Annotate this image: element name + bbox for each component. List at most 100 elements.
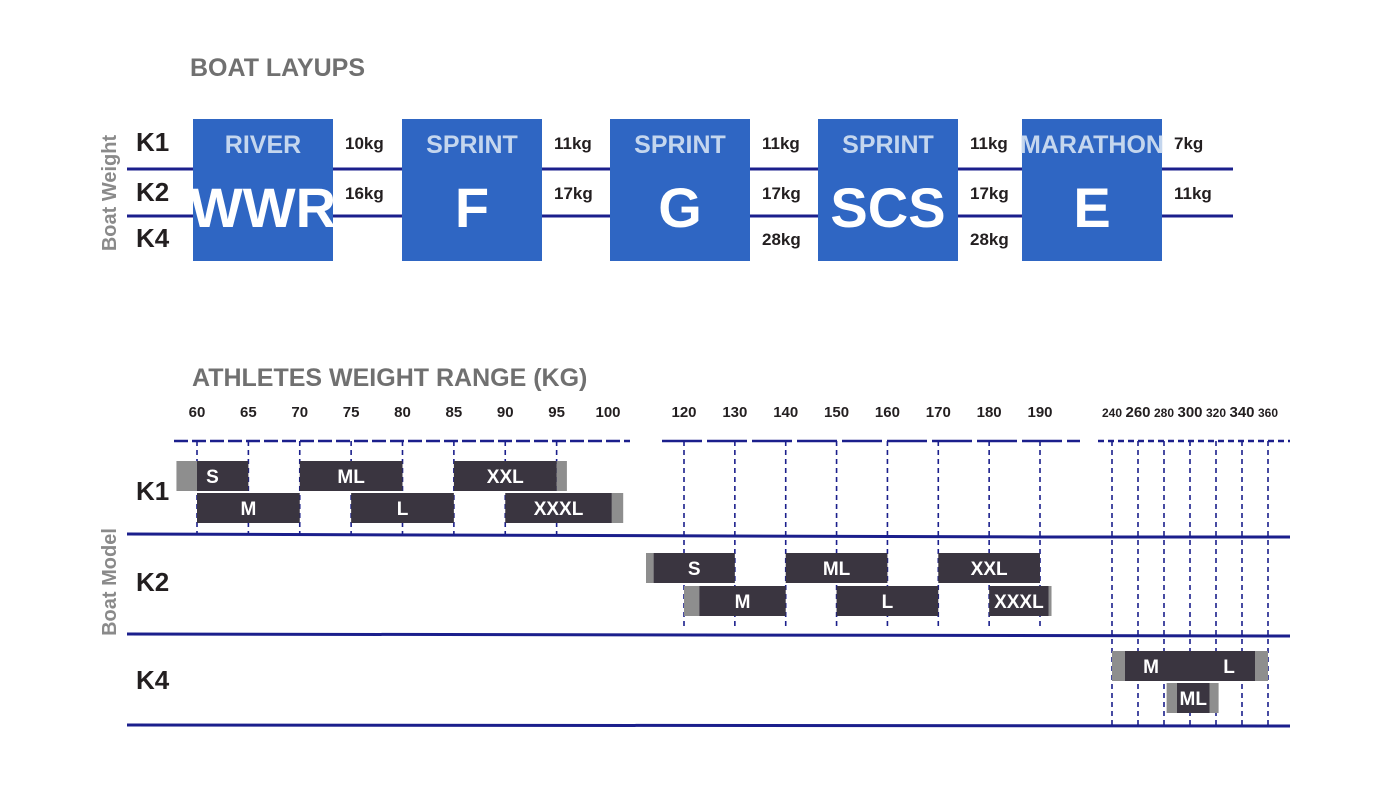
layup-row-label-k2: K2 <box>136 177 169 207</box>
bar-tolerance-left-k2-s <box>646 553 654 583</box>
bar-label-k2-xxl: XXL <box>971 559 1008 580</box>
tick-label-150: 150 <box>824 404 849 421</box>
layup-weight-e-k1: 7kg <box>1174 134 1203 153</box>
bar-label-k4-l: L <box>1223 657 1235 678</box>
layup-weight-scs-k2: 17kg <box>970 184 1009 203</box>
layup-category-scs: SPRINT <box>842 131 934 159</box>
tick-label-260: 260 <box>1125 404 1150 421</box>
bar-k2-m <box>699 586 786 616</box>
layup-box-e <box>1022 119 1162 261</box>
range-row-line-k2-k4 <box>126 632 1291 638</box>
layup-row-label-k4: K4 <box>136 223 170 253</box>
layup-row-labels: K1 K2 K4 <box>136 127 170 253</box>
layup-weight-wwr-k1: 10kg <box>345 134 384 153</box>
layup-box-scs <box>818 119 958 261</box>
tick-label-300: 300 <box>1177 404 1202 421</box>
tick-label-140: 140 <box>773 404 798 421</box>
range-row-label-k2: K2 <box>136 567 169 597</box>
layup-category-g: SPRINT <box>634 131 726 159</box>
tick-label-70: 70 <box>291 404 308 421</box>
bar-k2-ml <box>785 553 888 583</box>
layup-code-e: E <box>1073 176 1110 239</box>
bar-label-k1-m: M <box>240 499 256 520</box>
layup-weight-scs-k4: 28kg <box>970 230 1009 249</box>
bar-k2-xxl <box>938 553 1040 583</box>
layup-weight-scs-k1: 11kg <box>970 134 1008 153</box>
bar-k1-m <box>197 493 300 523</box>
bar-label-k1-s: S <box>206 467 219 488</box>
tick-label-100: 100 <box>595 404 620 421</box>
layups-y-axis-label: Boat Weight <box>99 135 121 252</box>
bar-k1-xxxl <box>505 493 612 523</box>
layup-weight-e-k2: 11kg <box>1174 184 1212 203</box>
range-row-line-bottom <box>126 723 1291 728</box>
bar-tolerance-right-k1-xxl <box>556 461 567 491</box>
bar-tolerance-left-k4-m <box>1112 651 1125 681</box>
bar-label-k4-m: M <box>1143 657 1159 678</box>
bar-k2-l <box>836 586 939 616</box>
tick-label-190: 190 <box>1027 404 1052 421</box>
bar-label-k2-xxxl: XXXL <box>994 592 1044 613</box>
tick-label-160: 160 <box>875 404 900 421</box>
tick-label-75: 75 <box>343 404 360 421</box>
layup-category-f: SPRINT <box>426 131 518 159</box>
range-row-label-k4: K4 <box>136 665 170 695</box>
tick-label-90: 90 <box>497 404 514 421</box>
bar-k2-xxxl <box>989 586 1049 616</box>
layup-row-label-k1: K1 <box>136 127 169 157</box>
tick-label-85: 85 <box>446 404 463 421</box>
tick-label-180: 180 <box>977 404 1002 421</box>
layup-weight-f-k2: 17kg <box>554 184 593 203</box>
bar-label-k1-xxl: XXL <box>487 467 524 488</box>
range-row-line-k1-k2 <box>126 532 1041 539</box>
tick-label-120: 120 <box>671 404 696 421</box>
layup-boxes: RIVER WWR 10kg 16kg SPRINT F 11kg 17kg SPRINT G 11… <box>190 119 1212 261</box>
bar-k4-m <box>1125 651 1255 681</box>
bar-label-k1-l: L <box>397 499 409 520</box>
bar-tolerance-left-k4-ml <box>1166 683 1177 713</box>
bar-tolerance-right-k1-xxxl <box>611 493 624 523</box>
tick-label-280: 280 <box>1154 406 1174 420</box>
bar-k1-ml <box>299 461 403 491</box>
weight-range-title: ATHLETES WEIGHT RANGE (KG) <box>192 364 587 392</box>
bar-tolerance-left-k1-s <box>176 461 197 491</box>
layup-weight-g-k1: 11kg <box>762 134 800 153</box>
bar-label-k1-xxxl: XXXL <box>534 499 584 520</box>
bar-k1-s <box>197 461 249 491</box>
weight-range-ticks: 60 65 70 75 80 85 90 95 100 120 130 140 150 160 170 180… <box>189 404 1279 421</box>
layup-box-f <box>402 119 542 261</box>
layup-category-e: MARATHON <box>1020 131 1164 159</box>
layup-code-scs: SCS <box>830 176 945 239</box>
bar-k4-ml <box>1177 683 1210 713</box>
bar-tolerance-right-k4-ml <box>1209 683 1219 713</box>
layup-category-wwr: RIVER <box>225 131 301 159</box>
weight-range-row-labels: K1 K2 K4 <box>136 476 170 695</box>
tick-label-130: 130 <box>722 404 747 421</box>
layups-title: BOAT LAYUPS <box>190 54 365 82</box>
bar-k1-xxl <box>453 461 557 491</box>
bar-label-k2-ml: ML <box>823 559 851 580</box>
bar-tolerance-left-k2-m <box>684 586 700 616</box>
tick-label-65: 65 <box>240 404 257 421</box>
tick-label-360: 360 <box>1258 406 1278 420</box>
bar-k1-l <box>351 493 454 523</box>
bar-k2-s <box>653 553 735 583</box>
tick-label-170: 170 <box>926 404 951 421</box>
bar-label-k2-l: L <box>882 592 894 613</box>
layup-weight-f-k1: 11kg <box>554 134 592 153</box>
bar-label-k1-ml: ML <box>337 467 365 488</box>
layup-weight-g-k4: 28kg <box>762 230 801 249</box>
range-row-label-k1: K1 <box>136 476 169 506</box>
tick-label-340: 340 <box>1229 404 1254 421</box>
bar-label-k4-ml: ML <box>1180 689 1208 710</box>
layup-box-wwr <box>193 119 333 261</box>
tick-label-240: 240 <box>1102 406 1122 420</box>
bar-label-k2-s: S <box>688 559 701 580</box>
weight-range-y-axis-label: Boat Model <box>99 528 121 636</box>
layup-code-g: G <box>658 176 702 239</box>
tick-label-320: 320 <box>1206 406 1226 420</box>
layup-weight-wwr-k2: 16kg <box>345 184 384 203</box>
layup-code-wwr: WWR <box>190 176 336 239</box>
tick-label-80: 80 <box>394 404 411 421</box>
